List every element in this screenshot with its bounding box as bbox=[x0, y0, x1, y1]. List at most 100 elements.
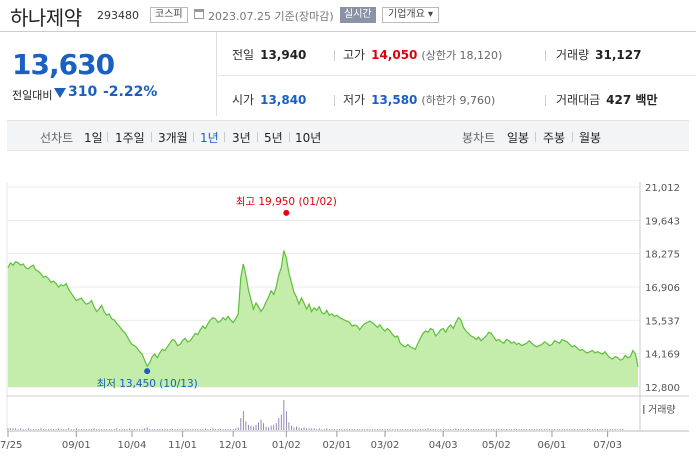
volume-bar bbox=[73, 429, 75, 430]
realtime-button[interactable]: 실시간 bbox=[340, 7, 376, 23]
volume-bar bbox=[569, 429, 571, 430]
vs-prev-label: 전일대비 bbox=[12, 89, 53, 102]
period-5y[interactable]: 5년 bbox=[264, 131, 283, 145]
volume-bar bbox=[604, 429, 606, 430]
volume-bar bbox=[50, 429, 52, 430]
volume-bar bbox=[10, 428, 12, 430]
volume-bar bbox=[579, 429, 581, 430]
volume-bar bbox=[425, 429, 426, 430]
volume-bar bbox=[364, 429, 366, 430]
period-1d[interactable]: 1일 bbox=[84, 131, 103, 145]
volume-bar bbox=[78, 429, 80, 430]
volume-bar bbox=[612, 429, 614, 430]
prev-close-value: 13,940 bbox=[260, 48, 307, 62]
volume-bar bbox=[121, 429, 123, 430]
volume-bar bbox=[80, 429, 82, 430]
volume-bar bbox=[235, 428, 237, 430]
period-3y[interactable]: 3년 bbox=[232, 131, 251, 145]
volume-bar bbox=[298, 427, 300, 430]
volume-bar bbox=[53, 429, 55, 430]
candle-daily[interactable]: 일봉 bbox=[507, 131, 530, 145]
volume-bar bbox=[32, 429, 34, 430]
volume-bar bbox=[263, 423, 265, 430]
reference-date: 2023.07.25 기준(장마감) bbox=[208, 10, 334, 23]
prev-close-label: 전일 bbox=[232, 48, 255, 62]
volume-bar bbox=[141, 429, 143, 430]
volume-bar bbox=[12, 428, 14, 430]
volume-bar bbox=[549, 429, 550, 430]
line-chart-label: 선차트 bbox=[40, 131, 74, 145]
period-3m[interactable]: 3개월 bbox=[158, 131, 188, 145]
volume-bar bbox=[247, 424, 249, 430]
volume-bar bbox=[541, 429, 543, 430]
volume-bar bbox=[83, 429, 85, 430]
volume-bar bbox=[599, 429, 601, 430]
volume-bar bbox=[581, 429, 583, 430]
volume-bar bbox=[389, 429, 391, 430]
volume-bar bbox=[25, 429, 27, 430]
chart-annotations: 최고 19,950 (01/02) 최저 13,450 (10/13) bbox=[97, 196, 337, 390]
volume-bar bbox=[430, 429, 432, 430]
day-high-value: 14,050 bbox=[371, 48, 418, 62]
volume-bar bbox=[227, 429, 229, 430]
price-change: 310 bbox=[68, 84, 98, 100]
volume-bar bbox=[179, 429, 181, 430]
volume-bar bbox=[202, 429, 204, 430]
volume-bar bbox=[96, 429, 98, 430]
volume-bar bbox=[156, 429, 158, 430]
volume-bar bbox=[341, 429, 343, 430]
candle-weekly[interactable]: 주봉 bbox=[543, 131, 566, 145]
volume-bar bbox=[187, 429, 189, 430]
upper-limit: (상한가 18,120) bbox=[421, 49, 503, 62]
volume-bar bbox=[414, 429, 416, 430]
x-tick-label: 07/25 bbox=[0, 440, 22, 451]
volume-bars: 거래량 bbox=[7, 400, 676, 430]
price-line bbox=[7, 250, 639, 368]
volume-bar bbox=[523, 429, 525, 430]
volume-bar bbox=[463, 429, 464, 430]
volume-bar bbox=[166, 429, 168, 430]
volume-bar bbox=[346, 429, 348, 430]
period-10y[interactable]: 10년 bbox=[295, 131, 322, 145]
volume-bar bbox=[189, 429, 191, 430]
company-overview-button[interactable]: 기업개요 ▾ bbox=[382, 7, 439, 23]
stock-header: 하나제약 293480 코스피 2023.07.25 기준(장마감) 실시간 기… bbox=[0, 0, 696, 30]
volume-bar bbox=[465, 429, 467, 430]
y-tick-label: 19,643 bbox=[645, 216, 680, 227]
min-label: 최저 13,450 (10/13) bbox=[97, 378, 198, 390]
volume-bar bbox=[116, 428, 118, 430]
volume-bar bbox=[589, 429, 591, 430]
price-chart[interactable]: 21,012 19,643 18,275 16,906 15,537 14,169 12,8… bbox=[0, 152, 696, 472]
volume-bar bbox=[546, 429, 548, 430]
chart-grid bbox=[6, 182, 689, 432]
volume-bar bbox=[60, 429, 62, 430]
current-price: 13,630 bbox=[12, 48, 115, 81]
volume-bar bbox=[255, 424, 257, 430]
x-tick-label: 05/02 bbox=[482, 440, 511, 451]
volume-bar bbox=[435, 429, 437, 430]
volume-bar bbox=[597, 429, 599, 430]
volume-bar bbox=[498, 429, 500, 430]
period-1w[interactable]: 1주일 bbox=[115, 131, 145, 145]
volume-bar bbox=[450, 429, 452, 430]
volume-bar bbox=[407, 429, 409, 430]
volume-bar bbox=[265, 426, 267, 430]
candle-monthly[interactable]: 월봉 bbox=[579, 131, 602, 145]
volume-bar bbox=[447, 429, 449, 430]
volume-bar bbox=[253, 426, 254, 430]
volume-bar bbox=[478, 429, 480, 430]
period-divider bbox=[107, 132, 108, 142]
volume-bar bbox=[333, 429, 335, 430]
volume-bar bbox=[538, 429, 540, 430]
y-tick-label: 18,275 bbox=[645, 250, 680, 261]
period-1y[interactable]: 1년 bbox=[200, 131, 219, 145]
cell-divider bbox=[545, 50, 546, 61]
volume-bar bbox=[232, 429, 234, 430]
stock-name: 하나제약 bbox=[10, 6, 82, 30]
volume-bar bbox=[283, 400, 285, 430]
open-price: 시가 13,840 bbox=[232, 91, 306, 108]
cell-divider bbox=[334, 95, 335, 106]
volume-bar bbox=[609, 429, 611, 430]
volume-bar bbox=[366, 429, 368, 430]
volume-bar bbox=[118, 429, 120, 430]
